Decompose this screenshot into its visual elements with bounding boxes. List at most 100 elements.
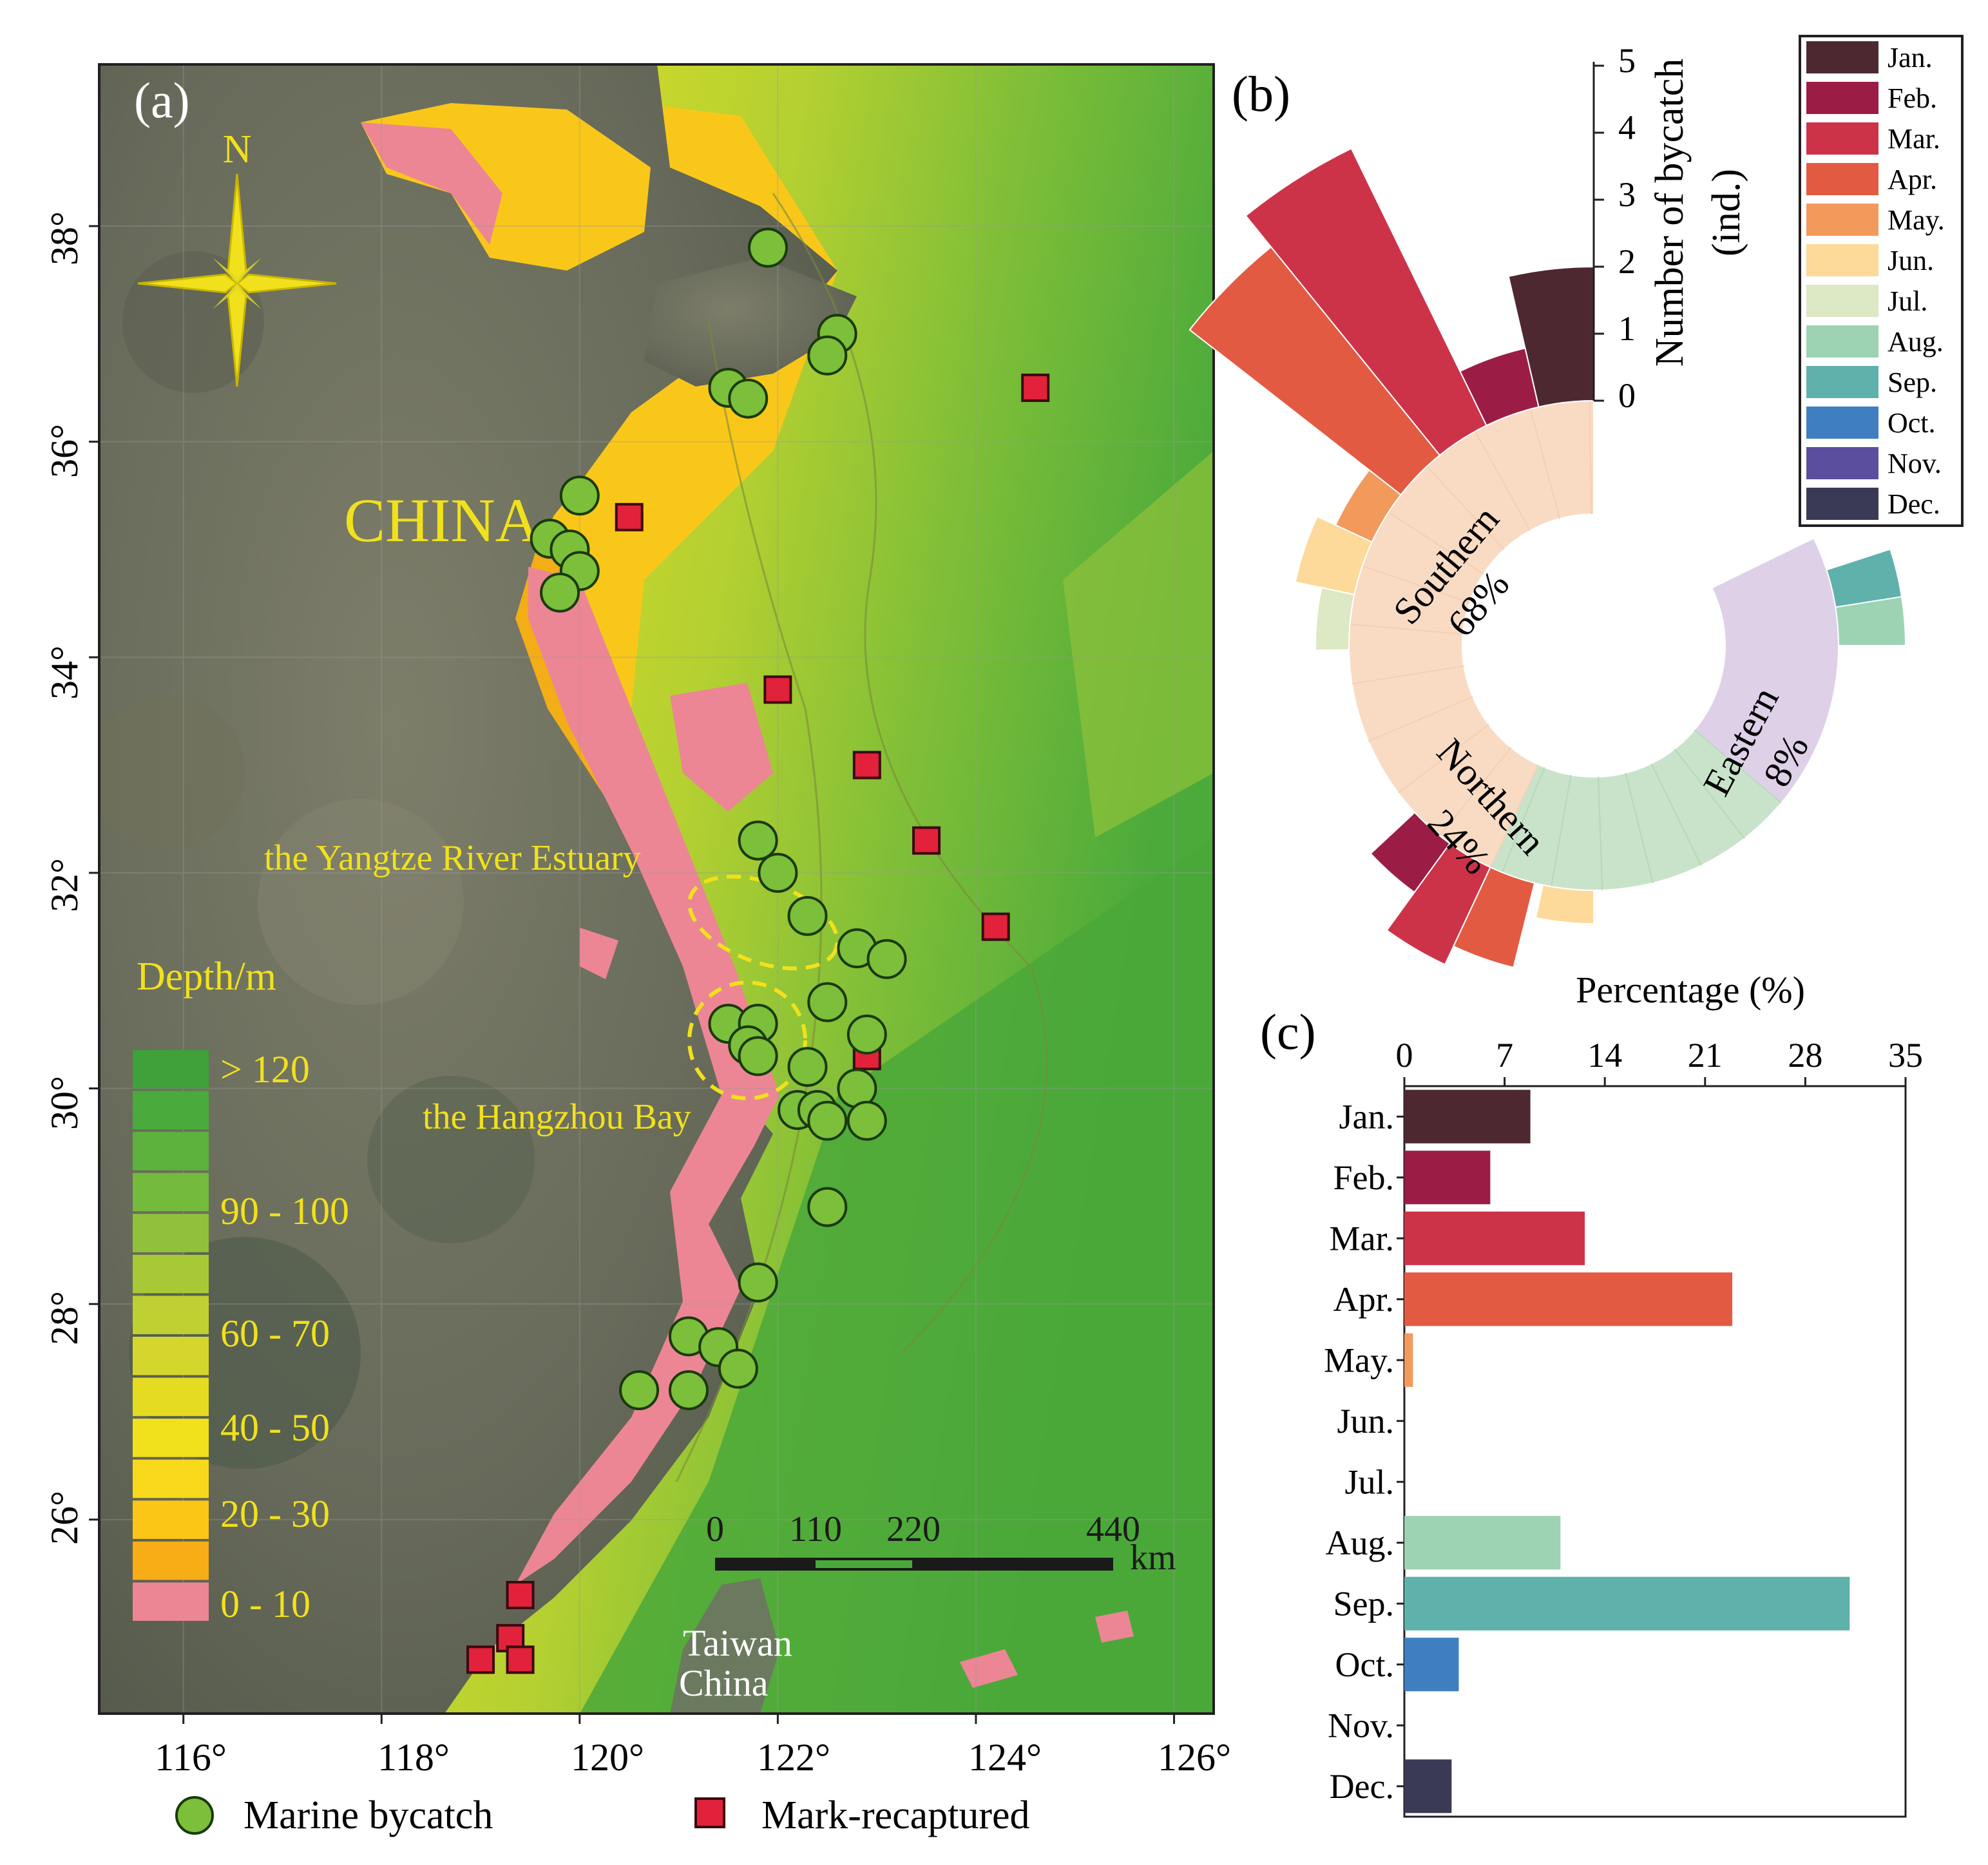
recaptured-marker (763, 675, 792, 704)
ring-divider (1352, 665, 1464, 685)
ring-divider (1598, 776, 1603, 890)
bar-may (1404, 1333, 1413, 1387)
month-legend-label: Mar. (1888, 123, 1940, 155)
radial-bar-jun (1294, 515, 1373, 596)
y-tick-label: Sep. (1333, 1584, 1395, 1623)
radial-bar-aug (1835, 596, 1907, 646)
lon-tick-label: 118° (378, 1736, 450, 1779)
bar-dec (1404, 1759, 1452, 1813)
radial-bar-jul (1315, 586, 1355, 651)
jiangsu-shoals (670, 683, 773, 812)
ring-divider (1501, 767, 1545, 873)
y-tick-label: Feb. (1333, 1158, 1395, 1197)
month-legend-label: Dec. (1888, 488, 1940, 520)
radial-bar-mar (1386, 843, 1491, 966)
scale-label: 0 (706, 1509, 724, 1549)
bar-apr (1404, 1272, 1733, 1326)
depth-label: 0 - 10 (220, 1583, 311, 1625)
month-legend-label: Nov. (1888, 448, 1942, 479)
bar-aug (1404, 1516, 1561, 1570)
ring-divider (1439, 747, 1512, 836)
map-graticule (99, 64, 1214, 1714)
bar-chart-frame (1403, 1085, 1907, 1818)
radial-tick-label: 1 (1618, 309, 1636, 348)
land-texture (258, 799, 464, 1005)
month-legend-swatch (1806, 244, 1878, 276)
depth-legend-swatch (133, 1296, 209, 1334)
compass-star (213, 283, 262, 309)
radial-axis-title: Number of bycatch (1648, 59, 1692, 367)
scale-bar-body (715, 1558, 1113, 1571)
ring-divider (1694, 729, 1782, 804)
ring-divider (1551, 774, 1572, 887)
y-tick-label: Apr. (1333, 1280, 1395, 1319)
month-legend-label: Feb. (1888, 82, 1937, 114)
month-legend: Jan. Feb. Mar. Apr. May. Jun. Jul. Aug. Sep. Oct.… (1806, 41, 1945, 520)
depth-label: > 120 (220, 1048, 310, 1091)
recaptured-marker (506, 1645, 535, 1674)
lat-tick-label: 28° (43, 1291, 86, 1345)
month-legend-label: May. (1888, 204, 1945, 236)
lon-tick-label: 116° (155, 1736, 227, 1779)
panel-label-b: (b) (1232, 66, 1290, 122)
ring-divider (1529, 408, 1561, 519)
depth-legend-swatch (133, 1377, 209, 1417)
bycatch-marker (807, 335, 848, 376)
radial-bar-apr (1452, 866, 1536, 969)
taiwan-island (670, 1578, 779, 1714)
bycatch-marker (718, 1348, 758, 1389)
month-legend-swatch (1806, 163, 1878, 195)
depth-legend-swatch (133, 1214, 209, 1252)
y-tick-label: Aug. (1326, 1524, 1395, 1562)
lat-tick-label: 32° (43, 858, 86, 912)
island (1095, 1611, 1134, 1643)
land-texture (99, 696, 245, 850)
island (960, 1649, 1018, 1688)
bycatch-marker (807, 1100, 848, 1141)
mid-depth-area (1063, 451, 1214, 837)
radial-bar-feb (1370, 811, 1451, 894)
recaptured-marker (1021, 373, 1050, 402)
y-tick-label: Jul. (1344, 1462, 1394, 1501)
month-legend-label: Jun. (1888, 245, 1934, 276)
land-texture (367, 1076, 535, 1243)
hangzhou-label: the Hangzhou Bay (423, 1097, 691, 1137)
y-tick-label: May. (1324, 1341, 1394, 1379)
x-tick-label: 35 (1888, 1036, 1923, 1075)
depth-legend (133, 1050, 209, 1621)
bycatch-marker (758, 852, 798, 893)
recaptured-marker (912, 826, 941, 855)
month-legend-swatch (1806, 366, 1878, 398)
ring-divider (1397, 723, 1489, 794)
y-tick-label: Oct. (1335, 1645, 1394, 1684)
radial-chart (1189, 148, 1907, 969)
depth-legend-swatch (133, 1091, 209, 1130)
month-legend-swatch (1806, 447, 1878, 479)
scale-unit: km (1130, 1538, 1176, 1578)
bycatch-marker (540, 572, 580, 613)
depth-label: 90 - 100 (220, 1190, 349, 1232)
ring-divider (1362, 565, 1470, 604)
bycatch-legend-marker (175, 1796, 214, 1835)
depth-legend-swatch (133, 1419, 209, 1457)
y-tick-label: Mar. (1330, 1219, 1395, 1258)
recaptured-marker (466, 1645, 495, 1674)
ring-divider (1589, 401, 1592, 515)
shandong-peninsula (644, 258, 857, 387)
month-legend-swatch (1806, 488, 1878, 520)
bar-sep (1404, 1576, 1850, 1631)
radial-axis-title-unit: (ind.) (1705, 169, 1748, 256)
radial-bar-feb (1459, 347, 1540, 426)
scale-label: 440 (1086, 1509, 1140, 1549)
month-legend-label: Jul. (1888, 285, 1927, 317)
y-tick-label: Dec. (1330, 1767, 1394, 1806)
scale-bar-segment (816, 1560, 912, 1568)
month-legend-label: Jan. (1888, 42, 1933, 73)
depth-legend-swatch (133, 1050, 209, 1089)
hangzhou-bay-outline (687, 980, 807, 1100)
bycatch-marker (748, 227, 788, 268)
month-legend-swatch (1806, 122, 1878, 155)
panel-label-c: (c) (1260, 1004, 1316, 1060)
bycatch-marker (807, 982, 848, 1022)
